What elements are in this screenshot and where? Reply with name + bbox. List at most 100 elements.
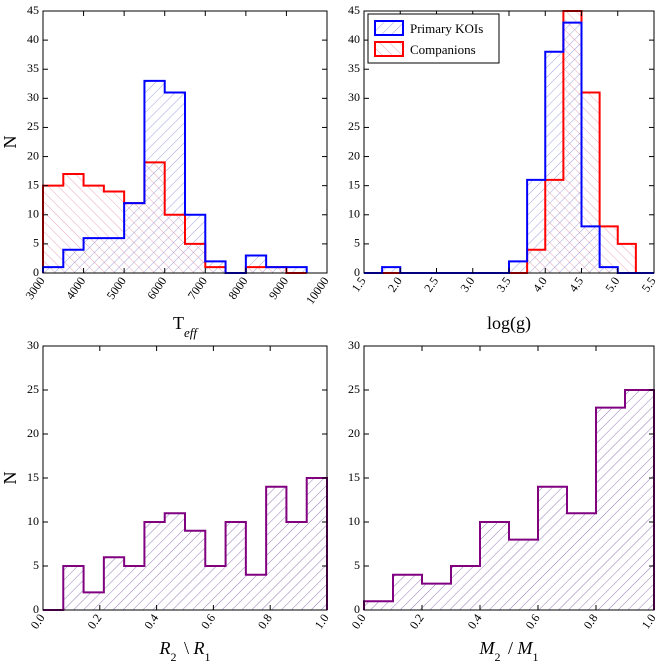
radius-ratio-histogram-xtick-label-3: 0.6 [198,611,218,631]
mass-ratio-histogram-bar-purple-6 [538,486,567,610]
radius-ratio-histogram-ytick-label-1: 5 [33,558,39,572]
logg-histogram-ytick-label-6: 30 [348,90,360,104]
teff-histogram-ytick-label-5: 25 [27,119,39,133]
logg-histogram-ytick-label-5: 25 [348,119,360,133]
logg-histogram-bar-red-14 [617,243,636,273]
logg-histogram-ytick-label-3: 15 [348,177,360,191]
logg-histogram-bar-blue-13 [599,267,618,273]
logg-histogram-xtick-label-3: 3.0 [457,274,477,294]
teff-histogram-bar-blue-4 [124,203,145,273]
mass-ratio-histogram-ytick-label-2: 10 [348,514,360,528]
teff-histogram-bar-blue-12 [286,267,307,273]
logg-histogram-xtick-label-7: 5.0 [602,274,622,294]
teff-histogram-ytick-label-6: 30 [27,90,39,104]
legend: Primary KOIs Companions [367,13,500,64]
logg-histogram-ytick-label-0: 0 [354,265,360,279]
logg-histogram-ytick-label-8: 40 [348,32,360,46]
teff-histogram-bar-red-0 [43,185,64,273]
logg-x-axis-label: log(g) [487,313,531,334]
teff-histogram-bar-blue-10 [245,255,267,273]
radius-ratio-histogram-bar-purple-7 [185,530,206,610]
logg-histogram-bar-blue-11 [563,22,582,274]
teff-histogram-ytick-label-1: 5 [33,236,39,250]
mass-ratio-histogram-bar-purple-8 [596,407,625,610]
radius-ratio-x-axis-label: R2 \ R1 [158,638,210,664]
mass-ratio-histogram-xtick-label-5: 1.0 [639,611,659,631]
mass-ratio-histogram-bar-purple-4 [480,522,509,610]
legend-swatch-companions [374,41,404,57]
mass-ratio-x-axis-label: M2 / M1 [478,638,538,664]
mass-ratio-histogram-ytick-label-3: 15 [348,470,360,484]
teff-histogram-ytick-label-8: 40 [27,32,39,46]
logg-histogram-xtick-label-4: 3.5 [494,274,514,294]
logg-histogram-bar-blue-8 [509,261,528,273]
radius-ratio-histogram-ytick-label-2: 10 [27,514,39,528]
teff-histogram-bar-blue-1 [63,249,84,273]
legend-label-companions: Companions [410,42,476,57]
teff-histogram-ytick-label-2: 10 [27,207,39,221]
radius-ratio-histogram-bar-purple-4 [124,566,145,610]
teff-histogram-ytick-label-9: 45 [27,3,39,17]
radius-ratio-histogram-ytick-label-4: 20 [27,426,39,440]
mass-ratio-histogram-ytick-label-1: 5 [354,558,360,572]
teff-histogram-ytick-label-4: 20 [27,148,39,162]
radius-ratio-histogram-bar-purple-12 [286,522,307,610]
teff-histogram-bar-blue-11 [266,267,287,273]
logg-histogram-bar-blue-1 [382,267,401,273]
mass-ratio-histogram-ytick-label-6: 30 [348,338,360,352]
mass-ratio-histogram-xtick-label-2: 0.4 [465,611,485,631]
teff-histogram-bar-blue-0 [43,267,64,273]
mass-ratio-histogram-xtick-label-1: 0.2 [407,611,427,631]
radius-ratio-histogram-bar-purple-10 [245,574,267,610]
mass-ratio-histogram-ytick-label-0: 0 [354,602,360,616]
teff-histogram-xtick-label-2: 5000 [104,274,129,302]
teff-plot-frame [42,10,328,274]
logg-histogram-xtick-label-6: 4.5 [566,274,586,294]
mass-ratio-histogram-outline-purple [363,389,655,610]
radius-ratio-histogram-xtick-label-2: 0.4 [141,611,161,631]
logg-histogram-ytick-label-2: 10 [348,207,360,221]
teff-histogram-xtick-label-6: 9000 [266,274,291,302]
teff-x-axis-label: Teff [173,313,199,340]
radius-ratio-histogram-ytick-label-3: 15 [27,470,39,484]
teff-histogram-bar-blue-5 [144,80,165,273]
mass-ratio-histogram-bar-purple-2 [422,583,451,610]
radius-ratio-histogram-bar-purple-1 [63,566,84,610]
radius-ratio-histogram-bar-purple-9 [225,522,246,610]
radius-ratio-histogram-bar-purple-3 [103,557,125,610]
legend-swatch-primary [374,20,404,36]
logg-histogram-ytick-label-4: 20 [348,148,360,162]
legend-label-primary: Primary KOIs [410,21,483,36]
radius-ratio-histogram-bar-purple-11 [266,486,287,610]
teff-histogram-xtick-label-5: 8000 [225,274,250,302]
radius-ratio-histogram-bar-purple-2 [83,592,104,610]
radius-ratio-histogram-xtick-label-1: 0.2 [84,611,104,631]
teff-histogram-bar-blue-6 [164,92,185,273]
mass-ratio-histogram-ytick-label-5: 25 [348,382,360,396]
mass-ratio-histogram-xtick-label-4: 0.8 [581,611,601,631]
radius-ratio-histogram-xtick-label-5: 1.0 [312,611,332,631]
mass-ratio-histogram-bar-purple-1 [393,574,422,610]
teff-histogram-bar-blue-3 [103,238,125,273]
mass-ratio-histogram-ytick-label-4: 20 [348,426,360,440]
radius-ratio-histogram-ytick-label-0: 0 [33,602,39,616]
logg-histogram-xtick-label-1: 2.0 [385,274,405,294]
radius-ratio-histogram-bar-purple-5 [144,522,165,610]
radius-ratio-histogram-bar-purple-8 [205,566,226,610]
mass-ratio-histogram-bar-purple-5 [509,539,538,610]
radius-ratio-histogram-xtick-label-4: 0.8 [255,611,275,631]
mass-ratio-histogram-bar-purple-0 [364,601,393,610]
logg-histogram-xtick-label-8: 5.5 [639,274,659,294]
radius-ratio-histogram-ytick-label-6: 30 [27,338,39,352]
logg-histogram-ytick-label-7: 35 [348,61,360,75]
logg-histogram-ytick-label-1: 5 [354,236,360,250]
logg-histogram-bar-blue-9 [527,179,546,273]
radius-ratio-histogram-ytick-label-5: 25 [27,382,39,396]
teff-histogram-xtick-label-3: 6000 [144,274,169,302]
logg-histogram-xtick-label-5: 4.0 [530,274,550,294]
logg-histogram-panel: 1.5 2.0 2.5 3.0 3.5 4.0 4.5 5.0 5.50510152025303… [348,3,659,334]
logg-histogram-bar-blue-10 [545,51,564,273]
teff-histogram-xtick-label-4: 7000 [185,274,210,302]
